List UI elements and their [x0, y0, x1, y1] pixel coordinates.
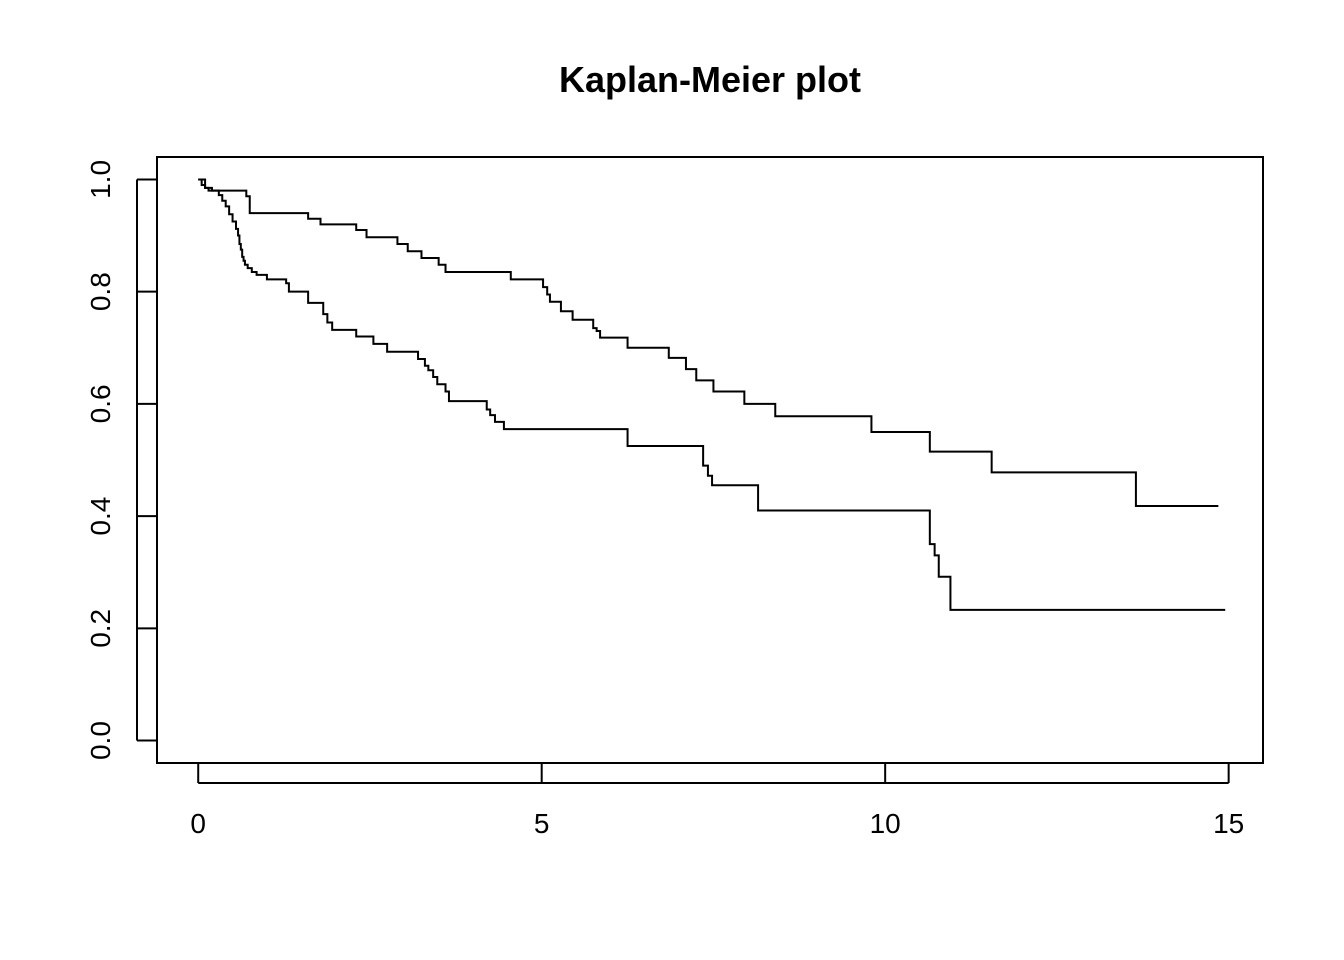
y-tick-label: 0.4 — [85, 497, 116, 536]
survival-curve-1 — [198, 178, 1219, 508]
x-tick-label: 15 — [1213, 808, 1244, 839]
survival-curve-2 — [198, 178, 1226, 611]
chart-title: Kaplan-Meier plot — [559, 59, 861, 100]
survival-curves — [198, 178, 1226, 611]
plot-area-box — [156, 156, 1264, 764]
y-tick-label: 0.8 — [85, 272, 116, 311]
x-tick-label: 0 — [190, 808, 206, 839]
y-tick-label: 0.6 — [85, 384, 116, 423]
y-axis: 0.0 0.2 0.4 0.6 0.8 1.0 — [85, 160, 157, 760]
x-tick-label: 10 — [870, 808, 901, 839]
y-tick-label: 0.2 — [85, 609, 116, 648]
y-tick-label: 0.0 — [85, 721, 116, 760]
x-axis: 0 5 10 15 — [190, 763, 1244, 839]
y-tick-label: 1.0 — [85, 160, 116, 199]
x-tick-label: 5 — [534, 808, 550, 839]
